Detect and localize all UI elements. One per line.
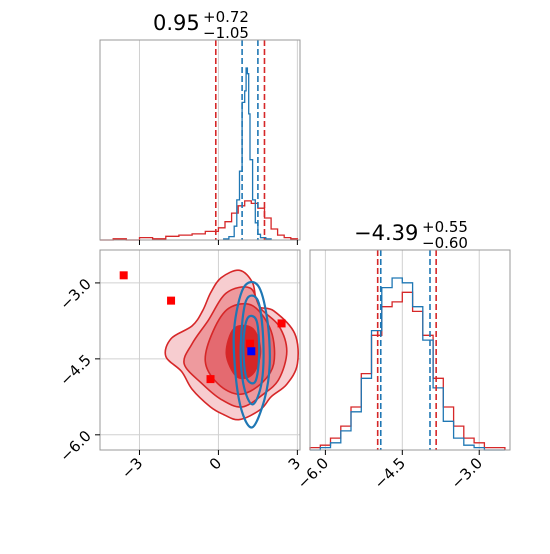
title-param-2: −4.39 +0.55 −0.60 [354, 218, 468, 252]
joint-xaxis-label-1: 0 [206, 454, 225, 473]
title-1-lower: −1.05 [203, 24, 249, 42]
joint-truth-marker [247, 347, 256, 356]
joint-blue-contour-1 [239, 294, 265, 406]
hist2-red-series [309, 291, 506, 450]
joint-red-marker-1 [167, 296, 176, 305]
marginal-hist-param-2: −6.0 −4.5 −3.0 [294, 249, 511, 493]
joint-red-marker-4 [246, 339, 254, 348]
joint-plot-area [100, 250, 300, 450]
joint-contour-panel: −3 0 3 −3.0 −4.5 −6.0 [56, 249, 304, 482]
joint-blue-contour-0 [232, 281, 271, 429]
hist2-blue-series [310, 277, 505, 451]
title-1-upper: +0.72 [203, 8, 249, 26]
title-1-value: 0.95 [153, 11, 200, 35]
joint-frame [99, 249, 301, 451]
hist1-blue-series [223, 67, 272, 240]
hist2-xaxis-label-1: −4.5 [371, 454, 409, 492]
joint-yaxis-label-1: −4.5 [56, 351, 94, 389]
marginal-hist-param-1 [99, 39, 301, 245]
title-2-value: −4.39 [354, 221, 418, 245]
title-2-lower: −0.60 [422, 234, 468, 252]
joint-xaxis-label-2: 3 [285, 454, 304, 473]
joint-blue-contour-2 [242, 314, 261, 385]
title-2-upper: +0.55 [422, 218, 468, 236]
joint-xaxis-label-0: −3 [118, 454, 146, 482]
hist2-xaxis-label-2: −3.0 [448, 454, 486, 492]
joint-red-marker-2 [206, 375, 215, 384]
joint-yaxis-label-2: −6.0 [56, 427, 94, 465]
joint-red-marker-0 [119, 271, 128, 280]
hist1-frame [99, 39, 301, 241]
title-param-1: 0.95 +0.72 −1.05 [153, 8, 249, 42]
joint-yaxis-label-0: −3.0 [56, 275, 94, 313]
joint-red-marker-3 [277, 319, 286, 328]
hist1-red-series [100, 200, 299, 241]
hist2-frame [309, 249, 511, 451]
hist2-xaxis-label-0: −6.0 [294, 454, 332, 492]
